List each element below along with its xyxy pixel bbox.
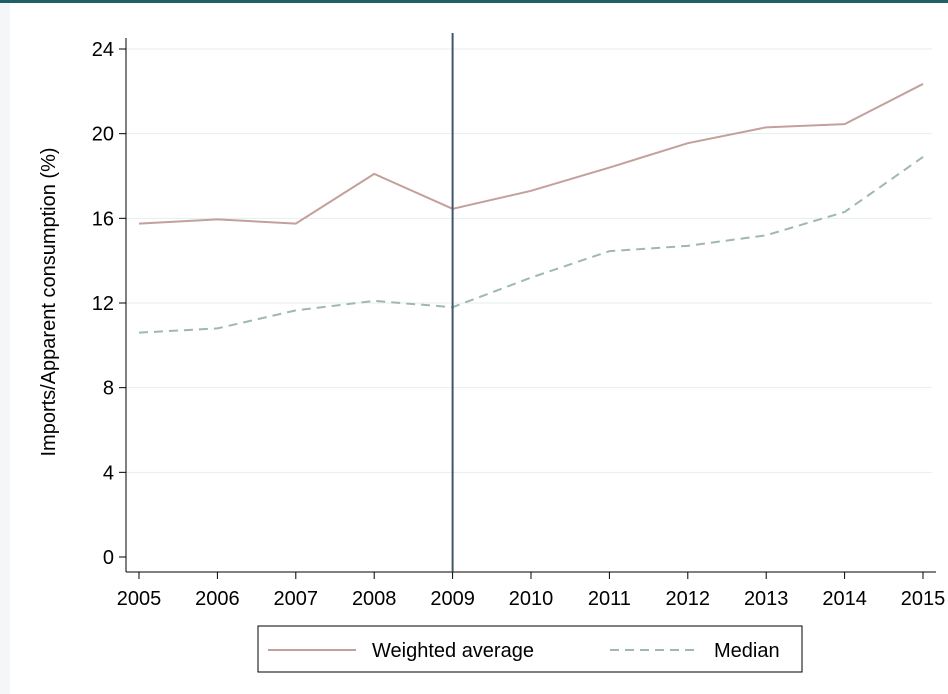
- x-tick-label: 2005: [117, 588, 162, 610]
- series-line-weighted-average: [138, 83, 924, 225]
- y-tick-label: 16: [92, 208, 114, 230]
- x-tick-label: 2014: [822, 588, 867, 610]
- y-tick-label: 24: [92, 39, 114, 61]
- x-tick-label: 2008: [352, 588, 397, 610]
- x-tick-label: 2007: [274, 588, 319, 610]
- x-tick-label: 2013: [744, 588, 789, 610]
- series-line-median: [138, 156, 924, 334]
- x-tick-label: 2010: [509, 588, 554, 610]
- x-tick-label: 2006: [195, 588, 240, 610]
- y-tick-label: 20: [92, 124, 114, 146]
- y-tick-label: 12: [92, 293, 114, 315]
- x-tick-label: 2012: [666, 588, 711, 610]
- legend: Weighted average Median: [257, 625, 803, 673]
- y-tick-label: 8: [103, 378, 114, 400]
- x-tick-label: 2015: [901, 588, 946, 610]
- series-lines: [138, 83, 924, 334]
- left-margin-strip: [0, 3, 10, 694]
- y-axis-title: Imports/Apparent consumption (%): [38, 147, 60, 456]
- grid-lines: [126, 48, 932, 473]
- top-border: [0, 0, 948, 3]
- axes: 0 4 8 12 16 20 24 2005 2006 2007 2008 2009 2010 2011 2…: [92, 38, 946, 610]
- y-tick-label: 4: [103, 462, 114, 484]
- legend-label-median: Median: [714, 640, 780, 662]
- legend-label-weighted-average: Weighted average: [372, 640, 534, 662]
- y-tick-label: 0: [103, 547, 114, 569]
- x-tick-label: 2009: [430, 588, 475, 610]
- x-tick-label: 2011: [588, 588, 631, 610]
